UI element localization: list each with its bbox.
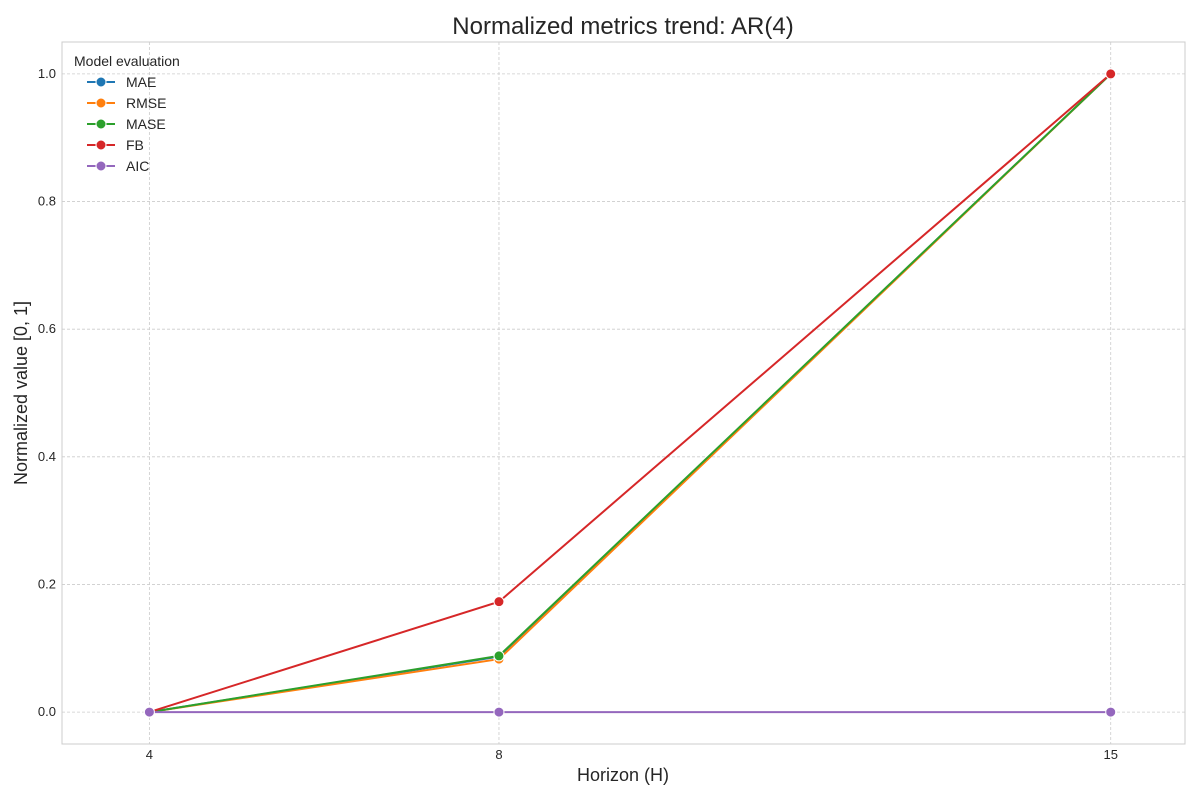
legend-label: FB [126,137,144,153]
y-tick-label: 0.2 [38,576,56,591]
y-tick-label: 0.6 [38,321,56,336]
data-point-fb [493,596,505,608]
legend-swatch-marker [95,97,107,109]
grid [62,42,1185,744]
legend-item-fb: FB [87,137,144,153]
data-point-aic [1105,706,1117,718]
x-tick-labels: 4 8 15 [146,747,1118,762]
legend-item-mae: MAE [87,74,156,90]
x-tick-label: 8 [495,747,502,762]
x-axis-label: Horizon (H) [577,765,669,785]
x-tick-label: 15 [1103,747,1117,762]
plot-area [61,41,1186,745]
y-tick-label: 1.0 [38,66,56,81]
legend-label: MAE [126,74,156,90]
legend: Model evaluation MAE RMSE MASE FB AIC [74,53,180,174]
y-tick-label: 0.4 [38,449,56,464]
legend-swatch-marker [95,118,107,130]
legend-label: AIC [126,158,149,174]
y-tick-label: 0.8 [38,194,56,209]
legend-label: MASE [126,116,166,132]
legend-item-mase: MASE [87,116,166,132]
y-axis-label: Normalized value [0, 1] [11,301,31,485]
data-point-aic [143,706,155,718]
legend-swatch-marker [95,76,107,88]
data-point-mase [493,650,505,662]
data-point-fb [1105,68,1117,80]
series-aic [143,706,1117,718]
chart-title: Normalized metrics trend: AR(4) [452,13,793,40]
legend-item-rmse: RMSE [87,95,166,111]
legend-item-aic: AIC [87,158,149,174]
data-point-aic [493,706,505,718]
legend-label: RMSE [126,95,166,111]
legend-swatch-marker [95,139,107,151]
legend-swatch-marker [95,160,107,172]
y-tick-label: 0.0 [38,704,56,719]
series-layer [143,68,1117,718]
y-tick-labels: 0.0 0.2 0.4 0.6 0.8 1.0 [38,66,56,719]
x-tick-label: 4 [146,747,153,762]
legend-title: Model evaluation [74,53,180,69]
